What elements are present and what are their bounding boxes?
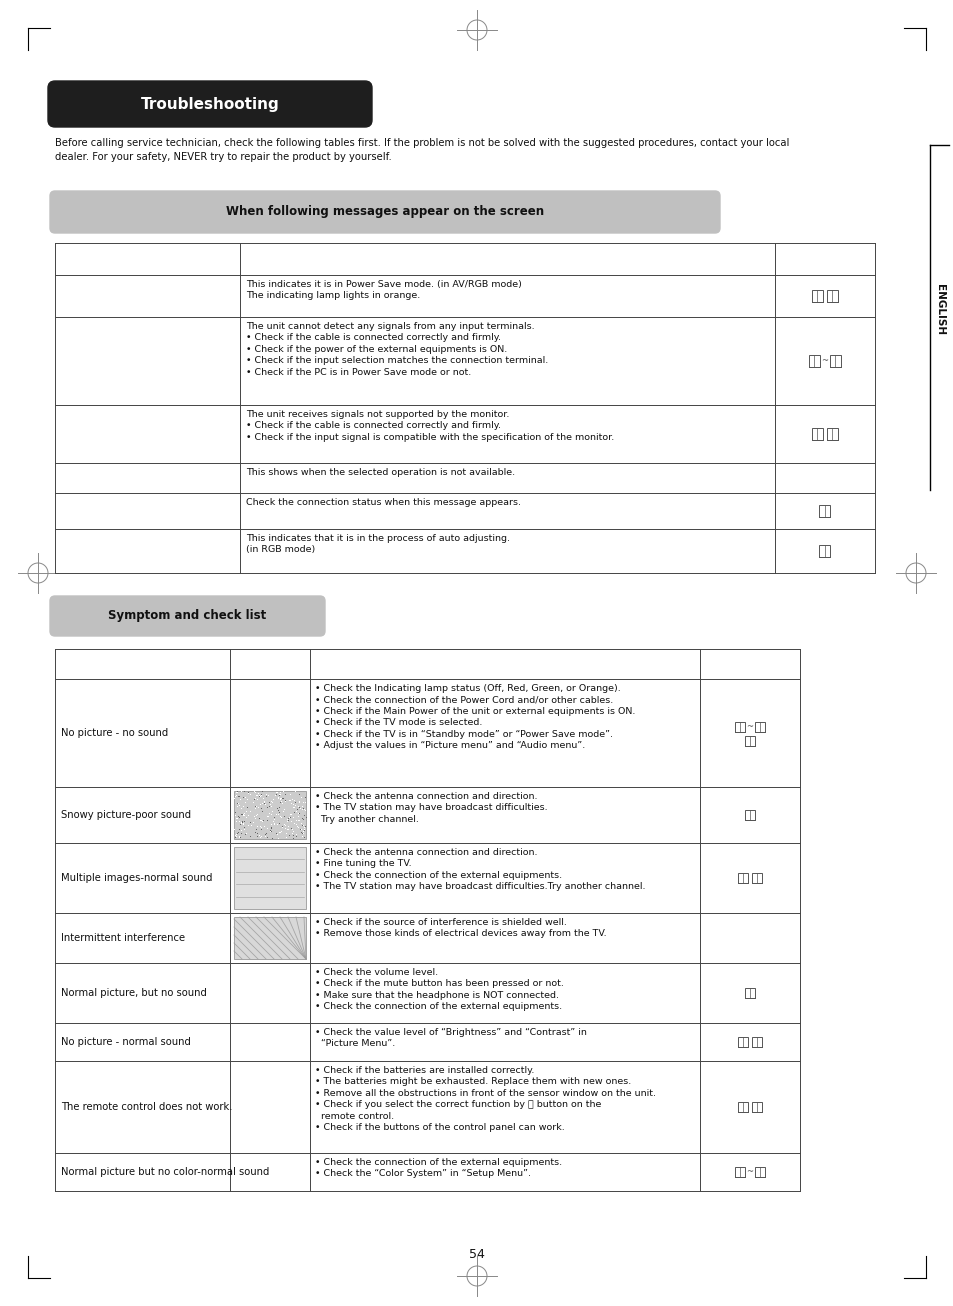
Text: This indicates it is in Power Save mode. (in AV/RGB mode)
The indicating lamp li: This indicates it is in Power Save mode.… <box>246 279 521 300</box>
Text: Symptom and check list: Symptom and check list <box>109 610 266 623</box>
Bar <box>819 545 830 556</box>
Text: ENGLISH: ENGLISH <box>934 285 944 336</box>
Bar <box>233 791 306 838</box>
Text: Before calling service technician, check the following tables first. If the prob: Before calling service technician, check… <box>55 138 788 162</box>
FancyBboxPatch shape <box>48 81 372 127</box>
Bar <box>738 1102 747 1113</box>
Bar <box>826 428 837 440</box>
Bar <box>734 1166 744 1177</box>
Bar <box>754 722 764 733</box>
Bar <box>808 355 820 367</box>
Text: • Check the antenna connection and direction.
• The TV station may have broadcas: • Check the antenna connection and direc… <box>314 791 547 824</box>
Text: ~: ~ <box>821 357 827 366</box>
Bar <box>233 848 306 909</box>
Text: ~: ~ <box>745 1168 753 1177</box>
Bar <box>744 735 754 746</box>
Text: The unit receives signals not supported by the monitor.
• Check if the cable is : The unit receives signals not supported … <box>246 410 614 441</box>
Bar <box>738 1037 747 1047</box>
Text: No picture - no sound: No picture - no sound <box>61 727 168 738</box>
Text: Check the connection status when this message appears.: Check the connection status when this me… <box>246 498 520 507</box>
Text: Snowy picture-poor sound: Snowy picture-poor sound <box>61 810 191 820</box>
Text: Intermittent interference: Intermittent interference <box>61 932 185 943</box>
Bar <box>744 987 754 998</box>
Bar <box>744 810 754 820</box>
Bar <box>819 505 830 517</box>
Text: • Check if the source of interference is shielded well.
• Remove those kinds of : • Check if the source of interference is… <box>314 918 606 939</box>
Bar <box>829 355 841 367</box>
Text: This indicates that it is in the process of auto adjusting.
(in RGB mode): This indicates that it is in the process… <box>246 534 510 555</box>
Bar <box>751 1037 761 1047</box>
Bar <box>233 917 306 959</box>
Bar <box>811 290 822 302</box>
Text: Normal picture but no color-normal sound: Normal picture but no color-normal sound <box>61 1168 269 1177</box>
Text: • Check if the batteries are installed correctly.
• The batteries might be exhau: • Check if the batteries are installed c… <box>314 1066 656 1132</box>
Bar <box>734 722 744 733</box>
Text: Normal picture, but no sound: Normal picture, but no sound <box>61 989 207 998</box>
Text: • Check the connection of the external equipments.
• Check the “Color System” in: • Check the connection of the external e… <box>314 1158 561 1178</box>
Text: This shows when the selected operation is not available.: This shows when the selected operation i… <box>246 468 515 477</box>
Text: Troubleshooting: Troubleshooting <box>140 97 279 111</box>
Text: Multiple images-normal sound: Multiple images-normal sound <box>61 872 213 883</box>
Text: No picture - normal sound: No picture - normal sound <box>61 1037 191 1047</box>
Text: • Check the antenna connection and direction.
• Fine tuning the TV.
• Check the : • Check the antenna connection and direc… <box>314 848 645 892</box>
Bar <box>754 1166 764 1177</box>
Text: When following messages appear on the screen: When following messages appear on the sc… <box>226 205 543 218</box>
Bar <box>826 290 837 302</box>
Text: 54: 54 <box>469 1247 484 1260</box>
Text: • Check the volume level.
• Check if the mute button has been pressed or not.
• : • Check the volume level. • Check if the… <box>314 968 563 1011</box>
FancyBboxPatch shape <box>50 596 325 636</box>
Text: • Check the value level of “Brightness” and “Contrast” in
  “Picture Menu”.: • Check the value level of “Brightness” … <box>314 1028 586 1049</box>
Text: The remote control does not work.: The remote control does not work. <box>61 1102 233 1111</box>
Bar <box>751 1102 761 1113</box>
Text: ~: ~ <box>745 722 753 731</box>
Text: The unit cannot detect any signals from any input terminals.
• Check if the cabl: The unit cannot detect any signals from … <box>246 323 548 377</box>
Bar <box>751 872 761 883</box>
Text: • Check the Indicating lamp status (Off, Red, Green, or Orange).
• Check the con: • Check the Indicating lamp status (Off,… <box>314 684 635 750</box>
Bar <box>738 872 747 883</box>
FancyBboxPatch shape <box>50 191 720 232</box>
Bar <box>811 428 822 440</box>
